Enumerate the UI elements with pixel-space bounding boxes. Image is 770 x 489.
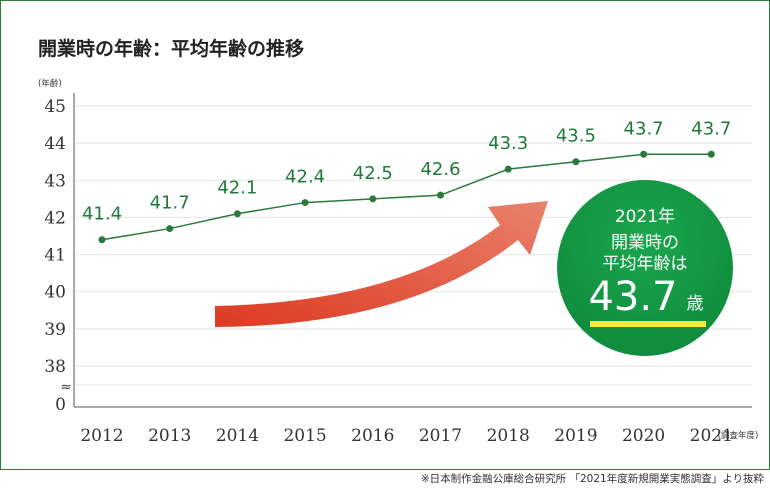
series-line bbox=[98, 150, 715, 244]
x-tick-label: 2017 bbox=[419, 426, 462, 446]
callout-line2: 平均年齢は bbox=[603, 254, 688, 274]
x-tick-label: 2016 bbox=[351, 426, 394, 446]
data-label: 42.4 bbox=[285, 167, 325, 188]
y-tick-label: 40 bbox=[44, 283, 66, 303]
x-tick-labels: 2012 2013 2014 2015 2016 2017 2018 2019 2020 2021 bbox=[80, 426, 733, 446]
callout-value: 43.7 bbox=[588, 274, 677, 320]
x-tick-label: 2021 bbox=[690, 426, 733, 446]
y-tick-label: 41 bbox=[44, 246, 66, 266]
data-point bbox=[707, 150, 715, 158]
x-tick-label: 2020 bbox=[622, 426, 665, 446]
data-point bbox=[572, 158, 580, 166]
callout-underline bbox=[590, 321, 706, 327]
series-polyline bbox=[101, 153, 712, 241]
data-point bbox=[98, 236, 106, 244]
data-point bbox=[640, 150, 648, 158]
x-tick-label: 2019 bbox=[554, 426, 597, 446]
data-point bbox=[369, 195, 377, 203]
source-note: ※日本制作金融公庫総合研究所 「2021年度新規開業実態調査」より抜粋 bbox=[420, 473, 764, 485]
data-point bbox=[504, 165, 512, 173]
data-label: 43.7 bbox=[624, 118, 664, 139]
axis-break-mark: ≈ bbox=[61, 380, 72, 395]
x-tick-label: 2018 bbox=[487, 426, 530, 446]
data-label: 43.7 bbox=[691, 118, 731, 139]
y-tick-label: 39 bbox=[44, 320, 66, 340]
line-chart: (年齢) (調査年度) ≈ 45 44 43 42 41 40 39 38 0 2012 2013… bbox=[38, 78, 759, 446]
y-axis-unit: (年齢) bbox=[38, 78, 62, 89]
callout-unit: 歳 bbox=[687, 294, 704, 314]
data-label: 42.5 bbox=[353, 163, 393, 184]
callout-circle bbox=[557, 180, 733, 356]
data-label: 43.5 bbox=[556, 126, 596, 147]
x-tick-label: 2012 bbox=[80, 426, 123, 446]
axes bbox=[73, 93, 752, 408]
data-point bbox=[233, 210, 241, 218]
data-label: 43.3 bbox=[488, 133, 528, 154]
y-tick-label: 45 bbox=[44, 97, 66, 117]
callout-line1: 開業時の bbox=[611, 233, 679, 253]
y-tick-label: 42 bbox=[44, 208, 66, 228]
x-tick-label: 2013 bbox=[148, 426, 191, 446]
callout-badge: 2021年 開業時の 平均年齢は 43.7 歳 bbox=[557, 180, 733, 356]
x-tick-label: 2014 bbox=[216, 426, 259, 446]
trend-arrow bbox=[215, 201, 548, 327]
data-point bbox=[437, 191, 444, 199]
y-tick-labels: 45 44 43 42 41 40 39 38 0 bbox=[44, 97, 66, 415]
data-labels: 41.4 41.7 42.1 42.4 42.5 42.6 43.3 43.5 43.7 43.7 bbox=[82, 118, 731, 224]
data-label: 41.4 bbox=[82, 204, 122, 225]
y-tick-label: 43 bbox=[44, 171, 66, 191]
x-axis-unit: (調査年度) bbox=[718, 430, 759, 441]
x-tick-label: 2015 bbox=[283, 426, 326, 446]
y-tick-label: 38 bbox=[44, 357, 66, 377]
page-title: 開業時の年齢：平均年齢の推移 bbox=[38, 38, 305, 60]
data-label: 42.6 bbox=[420, 159, 460, 180]
data-point bbox=[166, 225, 174, 233]
y-tick-label: 0 bbox=[55, 395, 66, 415]
data-label: 41.7 bbox=[150, 193, 190, 214]
callout-year: 2021年 bbox=[615, 207, 675, 227]
data-point bbox=[301, 199, 309, 207]
data-label: 42.1 bbox=[217, 178, 257, 199]
y-tick-label: 44 bbox=[44, 134, 66, 154]
